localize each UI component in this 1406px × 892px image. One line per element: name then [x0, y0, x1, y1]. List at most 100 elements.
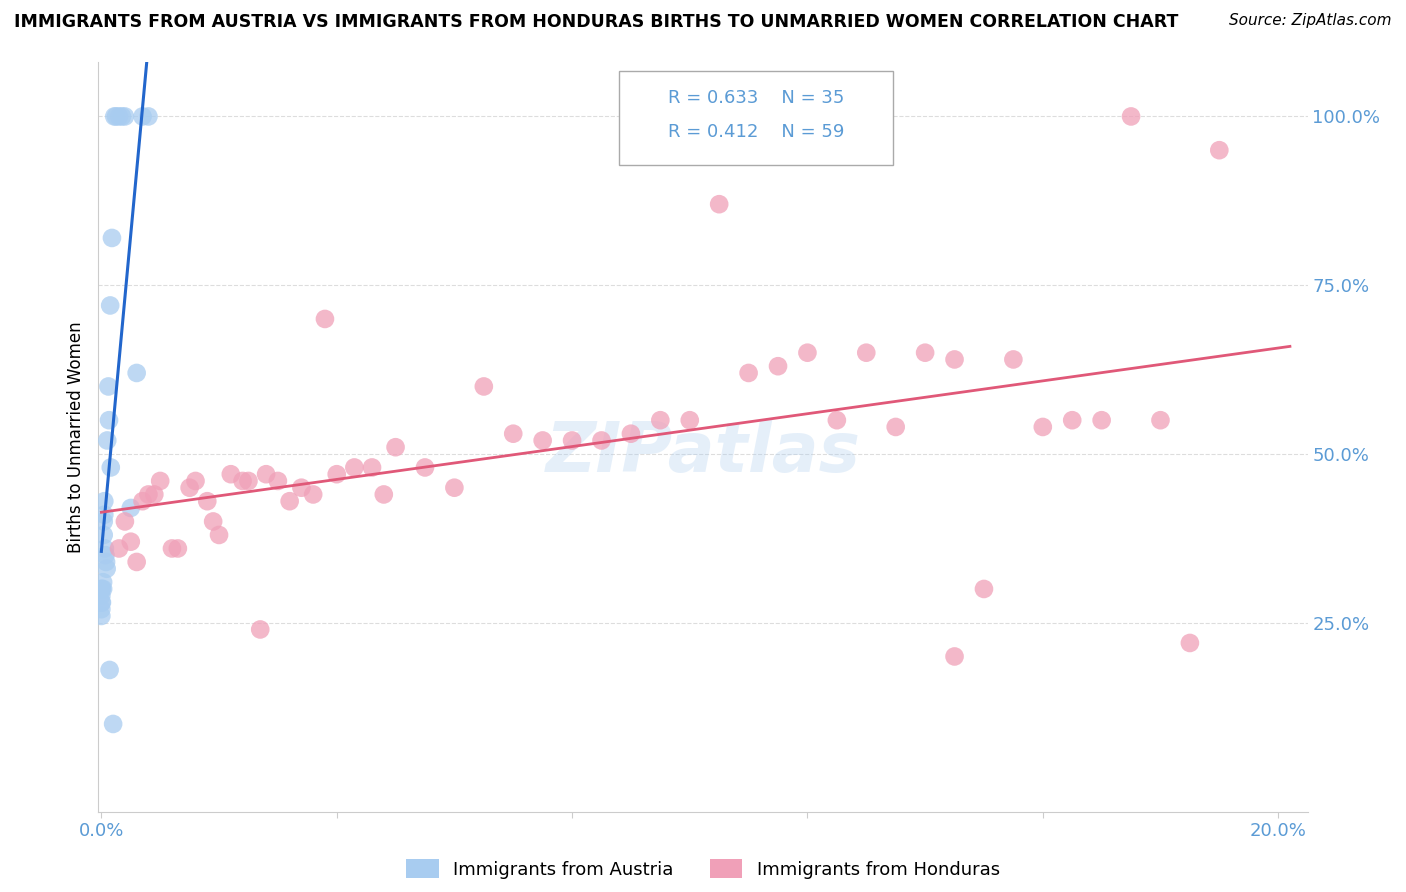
Point: [184, 474, 207, 488]
Point: [96, 562, 118, 576]
Point: [149, 474, 172, 488]
Point: [91, 582, 114, 596]
Point: [103, 110, 125, 124]
Point: [361, 460, 384, 475]
Point: [90, 589, 112, 603]
Point: [943, 649, 966, 664]
Point: [202, 515, 225, 529]
Point: [943, 352, 966, 367]
Point: [96, 434, 118, 448]
Text: ZIPatlas: ZIPatlas: [546, 418, 860, 485]
Point: [98, 413, 121, 427]
Point: [93, 528, 115, 542]
Point: [472, 379, 495, 393]
Point: [120, 534, 142, 549]
Text: IMMIGRANTS FROM AUSTRIA VS IMMIGRANTS FROM HONDURAS BIRTHS TO UNMARRIED WOMEN CO: IMMIGRANTS FROM AUSTRIA VS IMMIGRANTS FR…: [14, 13, 1178, 31]
Point: [93, 508, 115, 522]
Point: [114, 110, 136, 124]
Point: [101, 717, 124, 731]
Point: [125, 555, 148, 569]
Point: [343, 460, 366, 475]
Point: [249, 623, 271, 637]
Point: [219, 467, 242, 482]
Point: [97, 379, 120, 393]
Point: [443, 481, 465, 495]
Point: [709, 197, 731, 211]
Point: [131, 494, 153, 508]
Point: [620, 426, 643, 441]
Point: [138, 110, 160, 124]
Point: [825, 413, 848, 427]
Circle shape: [638, 119, 661, 143]
Point: [302, 487, 325, 501]
Point: [1149, 413, 1171, 427]
Text: Source: ZipAtlas.com: Source: ZipAtlas.com: [1229, 13, 1392, 29]
Point: [98, 663, 121, 677]
Point: [90, 582, 112, 596]
Point: [278, 494, 301, 508]
Point: [232, 474, 254, 488]
Point: [90, 609, 112, 624]
Point: [111, 110, 134, 124]
Point: [1091, 413, 1114, 427]
Point: [290, 481, 312, 495]
Point: [796, 345, 818, 359]
Point: [1119, 110, 1142, 124]
Point: [125, 366, 148, 380]
Point: [561, 434, 583, 448]
Point: [737, 366, 759, 380]
Point: [766, 359, 789, 374]
Point: [93, 494, 115, 508]
Point: [679, 413, 702, 427]
Point: [373, 487, 395, 501]
Point: [325, 467, 347, 482]
Point: [1002, 352, 1025, 367]
Point: [160, 541, 183, 556]
Point: [91, 595, 114, 609]
Circle shape: [638, 132, 661, 157]
Point: [413, 460, 436, 475]
Point: [94, 555, 117, 569]
Point: [90, 595, 112, 609]
Point: [143, 487, 166, 501]
Legend: Immigrants from Austria, Immigrants from Honduras: Immigrants from Austria, Immigrants from…: [406, 859, 1000, 879]
Point: [314, 312, 336, 326]
Point: [114, 515, 136, 529]
Point: [1062, 413, 1084, 427]
Point: [195, 494, 218, 508]
Point: [855, 345, 877, 359]
Point: [131, 110, 153, 124]
Point: [166, 541, 188, 556]
Point: [108, 541, 131, 556]
Point: [591, 434, 613, 448]
Point: [108, 110, 131, 124]
Point: [94, 548, 117, 562]
Point: [254, 467, 277, 482]
Point: [179, 481, 201, 495]
Point: [973, 582, 995, 596]
Point: [101, 231, 124, 245]
Point: [384, 440, 406, 454]
Point: [100, 460, 122, 475]
Point: [238, 474, 260, 488]
Point: [1178, 636, 1201, 650]
Point: [914, 345, 936, 359]
Point: [138, 487, 160, 501]
Text: R = 0.633    N = 35: R = 0.633 N = 35: [668, 89, 844, 107]
Point: [1208, 143, 1230, 157]
Point: [94, 541, 117, 556]
Point: [93, 515, 115, 529]
Point: [105, 110, 128, 124]
Point: [90, 602, 112, 616]
Point: [531, 434, 554, 448]
Point: [267, 474, 290, 488]
Text: R = 0.412    N = 59: R = 0.412 N = 59: [668, 123, 844, 141]
Point: [91, 582, 114, 596]
Point: [650, 413, 672, 427]
Point: [91, 575, 114, 590]
Point: [98, 298, 121, 312]
Point: [884, 420, 907, 434]
Point: [208, 528, 231, 542]
Y-axis label: Births to Unmarried Women: Births to Unmarried Women: [66, 321, 84, 553]
Point: [120, 500, 142, 515]
